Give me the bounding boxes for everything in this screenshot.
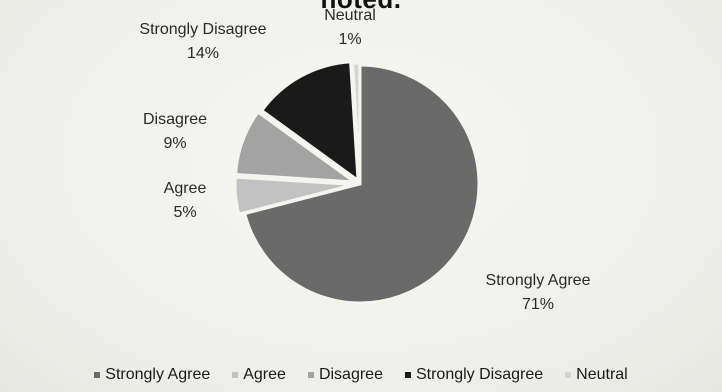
legend-item-agree: Agree — [232, 366, 286, 384]
legend-item-neutral: Neutral — [565, 366, 628, 384]
legend-label: Strongly Agree — [105, 366, 211, 383]
legend-label: Neutral — [576, 366, 628, 383]
slice-category-label: Agree — [164, 180, 207, 197]
pie-slice-disagree — [233, 109, 360, 184]
legend-item-strongly-disagree: Strongly Disagree — [404, 366, 544, 384]
slice-percent-label: 5% — [173, 204, 196, 221]
legend-label: Agree — [243, 366, 286, 383]
pie-slices — [233, 60, 481, 305]
slice-percent-label: 71% — [522, 296, 554, 313]
pie-slice-agree — [233, 175, 355, 216]
slice-percent-label: 9% — [163, 135, 186, 152]
pie-slice-strongly-disagree — [259, 60, 360, 184]
legend-item-disagree: Disagree — [307, 366, 383, 384]
legend-swatch — [307, 372, 314, 378]
slice-category-label: Strongly Disagree — [139, 21, 266, 38]
legend-swatch — [565, 372, 572, 378]
pie-labels: Strongly Agree 71% Agree 5% Disagree 9% Strong… — [139, 7, 590, 313]
legend-item-strongly-agree: Strongly Agree — [94, 366, 210, 384]
legend: Strongly Agree Agree Disagree Strongly Disa… — [0, 362, 722, 388]
legend-label: Disagree — [318, 366, 383, 383]
legend-label: Strongly Disagree — [415, 366, 544, 383]
slice-category-label: Neutral — [324, 7, 376, 24]
legend-swatch — [94, 372, 101, 378]
legend-swatch — [404, 372, 411, 378]
chart-title: noted. — [0, 0, 722, 15]
pie-slice-strongly-agree — [242, 63, 481, 305]
slice-category-label: Disagree — [143, 111, 207, 128]
slice-percent-label: 14% — [187, 45, 219, 62]
slice-percent-label: 1% — [338, 31, 361, 48]
pie-slice-neutral — [350, 61, 362, 183]
legend-swatch — [232, 372, 239, 378]
slice-category-label: Strongly Agree — [486, 272, 591, 289]
